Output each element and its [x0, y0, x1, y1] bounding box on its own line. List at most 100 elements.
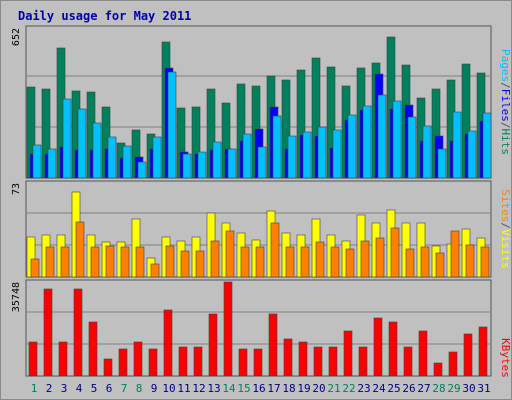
kbytes-bar-kbytes-day-22	[343, 330, 353, 377]
x-tick-day-15: 15	[237, 382, 250, 395]
kbytes-bar-kbytes-day-31	[478, 326, 488, 377]
hits-bar-pages-day-7	[122, 145, 132, 179]
x-tick-day-29: 29	[447, 382, 460, 395]
hits-bar-pages-day-29	[452, 111, 462, 179]
visits-bar-sites-day-30	[465, 244, 475, 278]
x-tick-day-19: 19	[297, 382, 310, 395]
x-tick-day-14: 14	[222, 382, 236, 395]
kbytes-bar-kbytes-day-19	[298, 341, 308, 377]
x-tick-day-21: 21	[327, 382, 340, 395]
hits-axis-legend: Pages/Files/Hits	[499, 49, 512, 155]
hits-bar-pages-day-9	[152, 136, 162, 179]
x-tick-day-23: 23	[357, 382, 370, 395]
hits-bar-pages-day-30	[467, 130, 477, 179]
visits-bar-sites-day-9	[150, 263, 160, 278]
hits-bar-pages-day-19	[302, 131, 312, 179]
visits-bar-sites-day-7	[120, 246, 130, 278]
x-tick-day-4: 4	[76, 382, 83, 395]
hits-bar-pages-day-14	[227, 148, 237, 179]
kbytes-bar-kbytes-day-27	[418, 330, 428, 377]
x-tick-day-16: 16	[252, 382, 265, 395]
hits-bar-pages-day-13	[212, 141, 222, 179]
legend-visits-label: Visits	[499, 229, 512, 269]
visits-bar-sites-day-19	[300, 246, 310, 278]
visits-bar-sites-day-25	[390, 227, 400, 278]
kbytes-bar-kbytes-day-14	[223, 281, 233, 377]
x-tick-day-22: 22	[342, 382, 355, 395]
hits-bar-pages-day-2	[47, 148, 57, 179]
hits-bar-pages-day-20	[317, 126, 327, 179]
visits-bar-sites-day-24	[375, 237, 385, 278]
kbytes-bar-kbytes-day-12	[193, 346, 203, 377]
x-tick-day-28: 28	[432, 382, 445, 395]
hits-bar-pages-day-11	[182, 153, 192, 179]
x-tick-day-25: 25	[387, 382, 400, 395]
legend-slash-label: /	[499, 122, 512, 129]
x-tick-day-26: 26	[402, 382, 415, 395]
legend-slash-label: /	[499, 82, 512, 89]
kbytes-bar-kbytes-day-23	[358, 346, 368, 377]
visits-bar-sites-day-6	[105, 245, 115, 278]
kbytes-bar-kbytes-day-26	[403, 346, 413, 377]
x-tick-day-3: 3	[61, 382, 68, 395]
visits-bar-sites-day-29	[450, 230, 460, 278]
visits-bar-sites-day-31	[480, 246, 490, 278]
kbytes-bar-kbytes-day-8	[133, 341, 143, 377]
kbytes-bar-kbytes-day-11	[178, 346, 188, 377]
kbytes-bar-kbytes-day-24	[373, 317, 383, 377]
x-tick-day-13: 13	[207, 382, 220, 395]
x-tick-day-30: 30	[462, 382, 475, 395]
visits-bar-sites-day-11	[180, 250, 190, 278]
legend-files-label: Files	[499, 89, 512, 122]
x-tick-day-17: 17	[267, 382, 280, 395]
hits-bar-pages-day-6	[107, 136, 117, 179]
hits-bar-pages-day-5	[92, 122, 102, 179]
x-tick-day-10: 10	[162, 382, 175, 395]
legend-hits-label: Hits	[499, 129, 512, 156]
x-tick-day-24: 24	[372, 382, 386, 395]
legend-sites-label: Sites	[499, 189, 512, 222]
hits-bar-pages-day-31	[482, 112, 492, 179]
x-tick-day-8: 8	[136, 382, 143, 395]
visits-bar-sites-day-26	[405, 248, 415, 278]
kbytes-bar-kbytes-day-5	[88, 321, 98, 377]
visits-axis-legend: Sites/Visits	[499, 189, 512, 269]
visits-bar-sites-day-17	[270, 222, 280, 278]
hits-bar-pages-day-8	[137, 161, 147, 179]
x-tick-day-9: 9	[151, 382, 158, 395]
kbytes-bar-kbytes-day-15	[238, 348, 248, 377]
hits-bar-pages-day-18	[287, 135, 297, 179]
visits-bar-sites-day-13	[210, 240, 220, 278]
visits-bar-sites-day-5	[90, 246, 100, 278]
visits-bar-sites-day-8	[135, 246, 145, 278]
visits-bar-sites-day-4	[75, 221, 85, 278]
kbytes-bar-kbytes-day-29	[448, 351, 458, 377]
kbytes-bar-kbytes-day-3	[58, 341, 68, 377]
x-tick-day-7: 7	[121, 382, 128, 395]
visits-bar-sites-day-2	[45, 246, 55, 278]
visits-bar-sites-day-27	[420, 246, 430, 278]
hits-bar-pages-day-12	[197, 151, 207, 179]
kbytes-axis-legend: KBytes	[499, 338, 512, 378]
hits-bar-pages-day-10	[167, 71, 177, 179]
kbytes-bar-kbytes-day-18	[283, 338, 293, 377]
hits-bar-pages-day-27	[422, 125, 432, 179]
hits-bar-pages-day-25	[392, 100, 402, 179]
x-tick-day-1: 1	[31, 382, 38, 395]
kbytes-ymax-label: 35748	[11, 282, 22, 312]
kbytes-bar-kbytes-day-4	[73, 288, 83, 377]
kbytes-bar-kbytes-day-1	[28, 341, 38, 377]
hits-bar-pages-day-15	[242, 133, 252, 179]
kbytes-bar-kbytes-day-30	[463, 333, 473, 377]
hits-bar-pages-day-3	[62, 98, 72, 179]
hits-bar-pages-day-21	[332, 129, 342, 179]
x-tick-day-27: 27	[417, 382, 430, 395]
kbytes-bar-kbytes-day-28	[433, 362, 443, 377]
visits-bar-sites-day-22	[345, 248, 355, 278]
kbytes-bar-kbytes-day-13	[208, 313, 218, 377]
kbytes-bar-kbytes-day-2	[43, 288, 53, 377]
visits-bar-sites-day-10	[165, 245, 175, 278]
chart-title: Daily usage for May 2011	[18, 9, 191, 23]
x-tick-day-5: 5	[91, 382, 98, 395]
